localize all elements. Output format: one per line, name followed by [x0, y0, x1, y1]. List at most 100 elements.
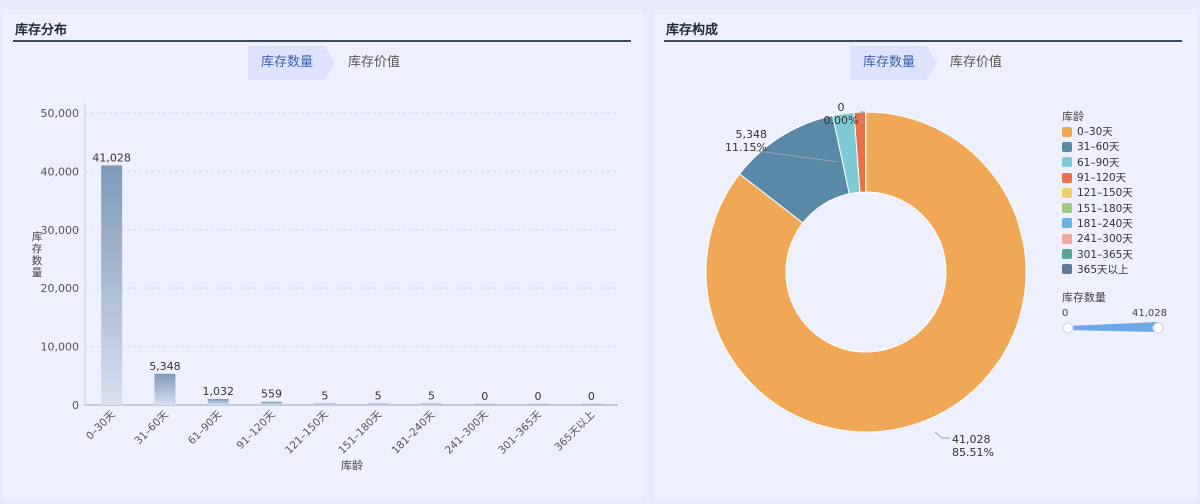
legend-item[interactable]: 91–120天	[1062, 170, 1133, 185]
bar-value-label: 559	[261, 388, 282, 401]
legend-swatch	[1062, 203, 1072, 214]
x-tick-label: 151–180天	[336, 408, 384, 456]
legend-swatch	[1062, 126, 1072, 137]
visual-map-track	[1068, 322, 1158, 332]
legend-item[interactable]: 181–240天	[1062, 216, 1133, 231]
legend-label: 91–120天	[1077, 172, 1127, 185]
pie-slice	[705, 111, 1027, 433]
tab-inventory-quantity[interactable]: 库存数量	[248, 46, 336, 80]
y-tick-label: 10,000	[41, 341, 80, 354]
slice-percent-label: 0.00%	[824, 114, 859, 127]
inventory-composition-panel: 库存构成 库存数量 库存价值 41,028 85.51% 5,348 11.15% 0 0…	[654, 10, 1197, 500]
bar-value-label: 5,348	[149, 360, 181, 373]
y-tick-label: 50,000	[41, 107, 80, 120]
x-tick-label: 241–300天	[443, 408, 491, 456]
leader-line	[749, 149, 839, 163]
visual-map-min: 0	[1062, 308, 1069, 319]
bar	[101, 165, 123, 405]
bar	[207, 398, 229, 405]
x-tick-label: 121–150天	[283, 408, 331, 456]
panel-title: 库存分布	[15, 23, 68, 38]
slice-value-label: 5,348	[736, 128, 768, 141]
tab-inventory-value[interactable]: 库存价值	[348, 55, 401, 70]
legend-item[interactable]: 301–365天	[1062, 246, 1133, 261]
panel-title: 库存构成	[666, 23, 719, 38]
bar	[261, 401, 283, 405]
slice-value-label: 0	[838, 101, 845, 114]
bar	[474, 403, 496, 405]
bar-value-label: 5	[375, 390, 382, 403]
bar-value-label: 0	[481, 390, 488, 403]
y-axis-label: 库存数量	[32, 230, 43, 279]
legend-swatch	[1062, 172, 1072, 183]
y-tick-label: 20,000	[41, 282, 80, 295]
bar-value-label: 5	[428, 390, 435, 403]
inventory-distribution-panel: 库存分布 库存数量 库存价值 0 10,000 20,000 30,000 40,000…	[3, 10, 643, 500]
legend-item[interactable]: 241–300天	[1062, 231, 1133, 246]
legend-label: 181–240天	[1077, 217, 1133, 230]
x-tick-label: 181–240天	[390, 408, 438, 456]
visual-map-handle-max[interactable]	[1152, 322, 1164, 334]
x-tick-label: 91–120天	[234, 408, 278, 452]
legend-swatch	[1062, 157, 1072, 168]
legend-label: 31–60天	[1077, 141, 1120, 154]
y-tick-label: 0	[72, 399, 79, 412]
visual-map-slider[interactable]	[1060, 318, 1180, 338]
x-tick-label: 0–30天	[84, 408, 118, 442]
bar-value-label: 5	[321, 390, 328, 403]
x-tick-label: 301–365天	[496, 408, 544, 456]
legend-item[interactable]: 365天以上	[1062, 262, 1133, 277]
bar	[580, 403, 602, 405]
title-divider	[664, 40, 1182, 42]
y-tick-label: 40,000	[41, 165, 80, 178]
bar	[367, 403, 389, 405]
legend-swatch	[1062, 218, 1072, 229]
metric-tabs: 库存数量 库存价值	[850, 46, 1014, 80]
tab-inventory-value[interactable]: 库存价值	[950, 55, 1003, 70]
legend-swatch	[1062, 187, 1072, 198]
bar-value-label: 1,032	[203, 385, 235, 398]
leader-line	[860, 111, 865, 125]
legend-swatch	[1062, 249, 1072, 260]
legend-label: 61–90天	[1077, 156, 1120, 169]
legend-swatch	[1062, 233, 1072, 244]
legend-item[interactable]: 61–90天	[1062, 155, 1133, 170]
y-tick-label: 30,000	[41, 224, 80, 237]
legend-item[interactable]: 31–60天	[1062, 139, 1133, 154]
legend-label: 0–30天	[1077, 126, 1113, 139]
bar-value-label: 41,028	[92, 151, 131, 164]
legend-item[interactable]: 0–30天	[1062, 124, 1133, 139]
bar-value-label: 0	[588, 390, 595, 403]
bar	[527, 403, 549, 405]
bar	[154, 373, 176, 405]
x-tick-label: 61–90天	[186, 408, 225, 447]
bar	[314, 403, 336, 405]
slice-percent-label: 11.15%	[725, 141, 767, 154]
x-axis-label: 库龄	[341, 458, 363, 472]
metric-tabs: 库存数量 库存价值	[248, 46, 412, 80]
leader-line	[934, 431, 950, 439]
legend-item[interactable]: 121–150天	[1062, 185, 1133, 200]
legend-item[interactable]: 151–180天	[1062, 200, 1133, 215]
tab-inventory-quantity[interactable]: 库存数量	[850, 46, 938, 80]
slice-value-label: 41,028	[952, 433, 991, 446]
legend-label: 121–150天	[1077, 187, 1133, 200]
slice-percent-label: 85.51%	[952, 446, 994, 459]
legend-label: 151–180天	[1077, 202, 1133, 215]
bar-value-label: 0	[535, 390, 542, 403]
legend-swatch	[1062, 264, 1072, 275]
legend: 0–30天 31–60天 61–90天 91–120天 121–150天 151–180天…	[1062, 124, 1133, 277]
x-tick-label: 365天以上	[553, 409, 598, 454]
x-tick-label: 31–60天	[133, 408, 172, 447]
legend-label: 365天以上	[1077, 263, 1129, 276]
bar	[420, 403, 442, 405]
visual-map-title: 库存数量	[1062, 291, 1106, 304]
title-divider	[13, 40, 631, 42]
legend-title: 库龄	[1062, 110, 1084, 123]
visual-map-handle-min[interactable]	[1062, 322, 1074, 334]
bar-chart: 0 10,000 20,000 30,000 40,000 50,000 库存数量 41,02…	[32, 103, 618, 472]
legend-swatch	[1062, 141, 1072, 152]
legend-label: 301–365天	[1077, 248, 1133, 261]
visual-map-max: 41,028	[1132, 308, 1167, 319]
